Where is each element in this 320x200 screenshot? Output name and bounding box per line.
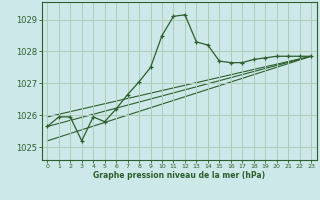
X-axis label: Graphe pression niveau de la mer (hPa): Graphe pression niveau de la mer (hPa) [93,171,265,180]
